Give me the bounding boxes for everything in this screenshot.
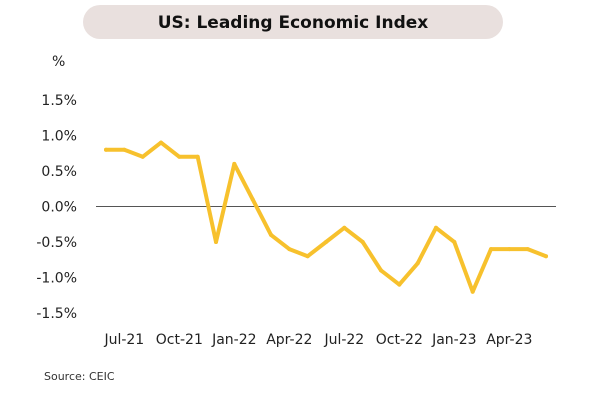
x-axis: Jul-21 Oct-21 Jan-22 Apr-22 Jul-22 Oct-22 Jan-… — [103, 332, 532, 348]
data-point — [122, 147, 127, 152]
data-point — [544, 254, 548, 259]
y-tick-label: 0.0% — [41, 200, 77, 216]
data-point — [415, 261, 420, 266]
data-point — [470, 289, 475, 294]
x-tick-label: Jul-22 — [323, 332, 364, 348]
data-point — [452, 240, 457, 244]
data-point — [525, 247, 530, 252]
data-point — [324, 240, 328, 244]
y-tick-label: -0.5% — [36, 235, 77, 251]
x-tick-label: Jul-21 — [103, 332, 144, 348]
data-point — [434, 225, 438, 230]
y-tick-label: 1.5% — [41, 93, 77, 109]
data-point — [269, 232, 273, 237]
x-tick-label: Jan-22 — [211, 332, 256, 348]
x-tick-label: Apr-22 — [266, 332, 312, 348]
data-point — [232, 161, 237, 166]
data-point — [159, 140, 163, 145]
data-point — [177, 154, 182, 159]
x-tick-label: Apr-23 — [486, 332, 532, 348]
x-tick-label: Oct-22 — [376, 332, 423, 348]
y-tick-label: 0.5% — [41, 164, 77, 180]
data-point — [287, 247, 292, 252]
data-point — [214, 240, 218, 244]
data-point — [250, 197, 255, 202]
y-axis: 1.5% 1.0% 0.5% 0.0% -0.5% -1.0% -1.5% — [36, 93, 77, 322]
y-tick-label: 1.0% — [41, 129, 77, 145]
x-tick-label: Oct-21 — [156, 332, 203, 348]
series-line — [104, 140, 548, 294]
data-point — [104, 147, 108, 152]
data-point — [140, 154, 145, 159]
data-point — [397, 282, 402, 287]
data-point — [342, 225, 347, 230]
y-tick-label: -1.0% — [36, 271, 77, 287]
data-point — [379, 268, 383, 273]
source-note: Source: CEIC — [44, 370, 115, 383]
data-points — [104, 140, 548, 294]
title-pill — [83, 5, 503, 39]
y-axis-unit: % — [52, 54, 65, 70]
chart-title: US: Leading Economic Index — [158, 13, 429, 33]
data-point — [360, 240, 365, 244]
y-tick-label: -1.5% — [36, 306, 77, 322]
data-point — [195, 154, 200, 159]
data-point — [507, 247, 512, 252]
data-point — [489, 247, 493, 252]
x-tick-label: Jan-23 — [431, 332, 476, 348]
data-point — [305, 254, 310, 259]
